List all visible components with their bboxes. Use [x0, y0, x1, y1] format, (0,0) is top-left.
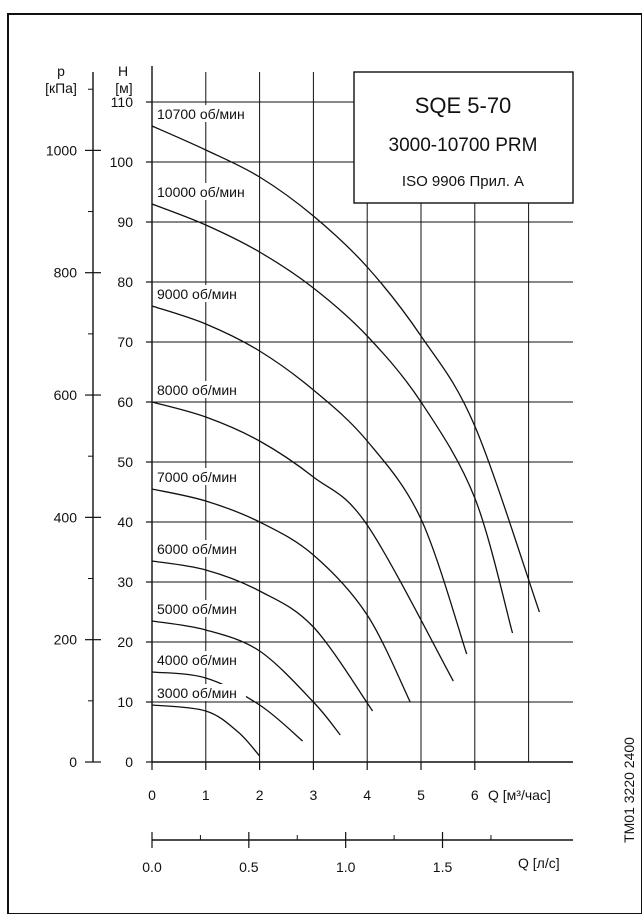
head-tick-label: 80: [117, 274, 133, 290]
curve-label-3: 9000 об/мин: [157, 286, 237, 302]
head-tick-label: 20: [117, 634, 133, 650]
head-tick-label: 0: [125, 754, 133, 770]
flow-ls-axis-label: Q [л/с]: [518, 855, 560, 871]
head-tick-label: 110: [111, 94, 134, 110]
curve-label-6: 6000 об/мин: [157, 541, 237, 557]
pressure-tick-label: 0: [69, 754, 77, 770]
axes: 0102030405060708090100110020040060080010…: [46, 66, 573, 875]
flow-m3h-tick-label: 6: [471, 787, 479, 803]
curve-label-4: 8000 об/мин: [157, 382, 237, 398]
pressure-axis-symbol: p: [57, 63, 65, 79]
curve-label-1: 10700 об/мин: [157, 106, 245, 122]
flow-m3h-tick-label: 4: [363, 787, 371, 803]
curve-label-bg: [155, 183, 254, 200]
curve-label-bg: [155, 600, 246, 617]
curve-label-bg: [155, 285, 246, 302]
pump-curve-3: [151, 305, 468, 655]
document-id: TM01 3220 2400: [621, 737, 637, 843]
flow-m3h-tick-label: 0: [148, 787, 156, 803]
flow-ls-tick-label: 1.5: [433, 859, 453, 875]
chart-title: SQE 5-70: [415, 93, 512, 118]
flow-m3h-tick-label: 3: [310, 787, 318, 803]
pressure-tick-label: 200: [54, 632, 78, 648]
flow-ls-tick-label: 0.5: [239, 859, 259, 875]
curve-label-bg: [155, 381, 246, 398]
curve-label-bg: [155, 105, 254, 122]
curve-label-2: 10000 об/мин: [157, 184, 245, 200]
curves: [151, 125, 541, 757]
curve-label-5: 7000 об/мин: [157, 469, 237, 485]
flow-m3h-tick-label: 2: [256, 787, 264, 803]
pump-curve-7: [151, 620, 341, 736]
head-tick-label: 30: [117, 574, 133, 590]
chart-note: ISO 9906 Прил. A: [402, 173, 524, 190]
pump-curve-5: [151, 488, 411, 703]
curve-label-bg: [155, 651, 246, 668]
head-tick-label: 70: [117, 334, 133, 350]
pressure-tick-label: 800: [54, 265, 78, 281]
head-tick-label: 40: [117, 514, 133, 530]
curve-label-9: 3000 об/мин: [157, 685, 237, 701]
curve-label-bg: [155, 468, 246, 485]
pressure-tick-label: 600: [54, 387, 78, 403]
flow-ls-tick-label: 1.0: [336, 859, 356, 875]
head-tick-label: 100: [110, 154, 134, 170]
curve-label-bg: [155, 684, 246, 701]
head-tick-label: 60: [117, 394, 133, 410]
flow-m3h-axis-label: Q [м³/час]: [488, 787, 551, 803]
curve-label-8: 4000 об/мин: [157, 652, 237, 668]
head-axis-unit: [м]: [115, 80, 132, 96]
head-tick-label: 10: [117, 694, 133, 710]
pump-curve-6: [151, 560, 374, 712]
pump-curve-1: [151, 125, 541, 613]
flow-m3h-tick-label: 5: [417, 787, 425, 803]
head-axis-symbol: H: [118, 63, 128, 79]
pump-curve-2: [151, 203, 514, 634]
pressure-tick-label: 1000: [46, 142, 77, 158]
curve-labels: 10700 об/мин 10000 об/мин 9000 об/мин 8000 …: [155, 105, 254, 701]
pressure-tick-label: 400: [54, 509, 78, 525]
curve-label-bg: [155, 540, 246, 557]
curve-label-7: 5000 об/мин: [157, 601, 237, 617]
title-box-frame: [353, 71, 574, 204]
pump-curve-9: [151, 704, 261, 757]
flow-ls-tick-label: 0.0: [142, 859, 162, 875]
pump-curve-4: [151, 401, 454, 682]
title-box: SQE 5-70 3000-10700 PRM ISO 9906 Прил. A: [353, 71, 574, 204]
pressure-axis-unit: [кПа]: [45, 80, 77, 96]
flow-m3h-tick-label: 1: [202, 787, 210, 803]
chart-subtitle: 3000-10700 PRM: [389, 135, 538, 156]
head-tick-label: 90: [117, 214, 133, 230]
head-tick-label: 50: [117, 454, 133, 470]
